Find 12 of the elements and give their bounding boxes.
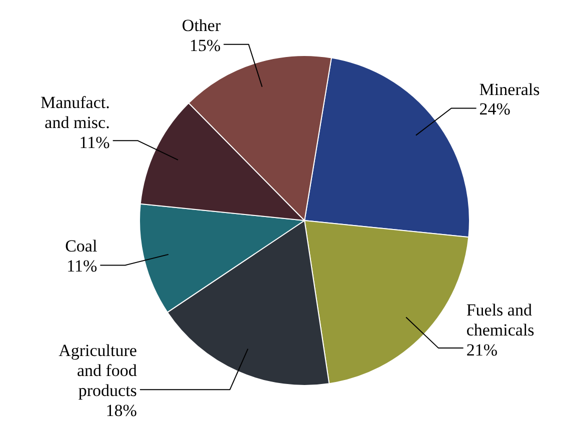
data-label: 11% (79, 133, 110, 152)
data-label: 15% (189, 36, 221, 55)
data-label: 18% (106, 401, 137, 420)
slice-label: Fuels and chemicals (466, 300, 534, 340)
slice-label: Coal (65, 236, 98, 256)
data-label: 21% (466, 340, 498, 360)
slice-label: Minerals (479, 80, 540, 99)
data-label: 11% (66, 256, 98, 276)
slice-label: Agriculture and food products (58, 341, 138, 400)
slice-label: Manufact. and misc. (40, 93, 110, 132)
data-label: 24% (479, 100, 510, 119)
slice-label: Other (182, 16, 221, 35)
